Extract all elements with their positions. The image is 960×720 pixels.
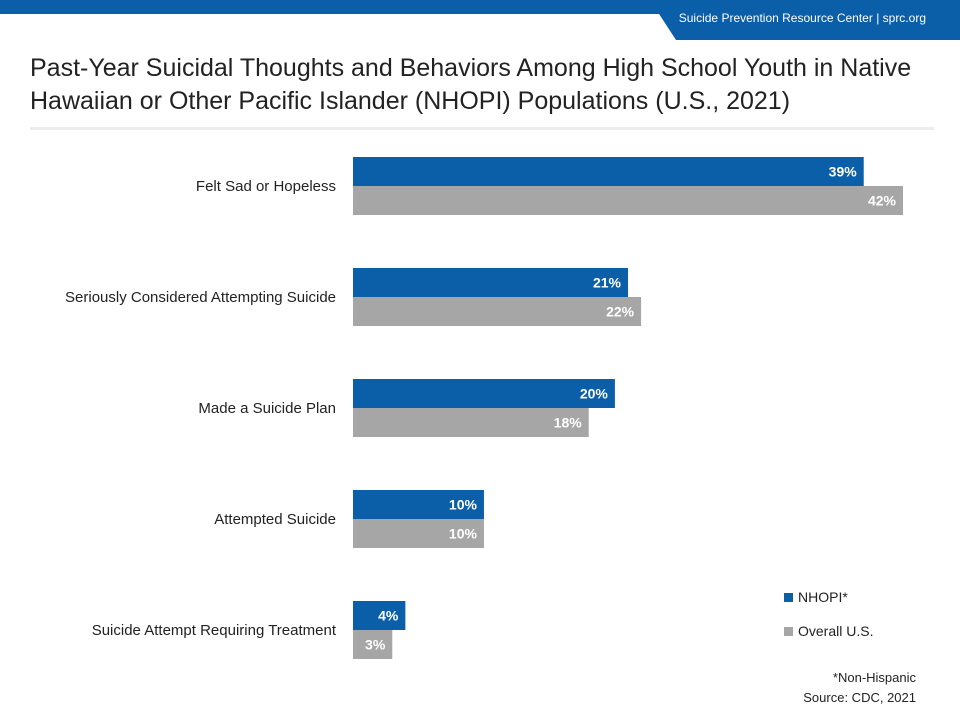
data-label: 39% <box>829 164 858 180</box>
footnote-non-hispanic: *Non-Hispanic <box>832 670 916 685</box>
bar-nhopi <box>353 601 406 630</box>
category-label: Made a Suicide Plan <box>198 400 336 417</box>
category-label: Seriously Considered Attempting Suicide <box>65 289 336 306</box>
bar-overall <box>353 186 903 215</box>
data-label: 18% <box>554 415 583 431</box>
bar-overall <box>353 297 642 326</box>
data-label: 21% <box>593 275 622 291</box>
legend-swatch-overall <box>784 626 793 636</box>
legend-item-nhopi: NHOPI* <box>784 588 873 606</box>
data-label: 22% <box>606 304 635 320</box>
chart-title: Past-Year Suicidal Thoughts and Behavior… <box>30 54 912 115</box>
data-label: 42% <box>868 193 897 209</box>
bar-overall <box>353 519 484 548</box>
data-label: 20% <box>580 386 609 402</box>
bar-nhopi <box>353 268 628 297</box>
bar-overall <box>353 630 393 659</box>
data-label: 10% <box>449 526 478 542</box>
category-label: Felt Sad or Hopeless <box>196 178 336 195</box>
category-label: Suicide Attempt Requiring Treatment <box>92 622 337 639</box>
banner: Suicide Prevention Resource Center | spr… <box>650 0 960 40</box>
data-label: 4% <box>378 608 399 624</box>
footnote-source: Source: CDC, 2021 <box>803 690 916 705</box>
bar-nhopi <box>353 157 864 186</box>
bar-overall <box>353 408 589 437</box>
legend-swatch-nhopi <box>784 592 793 602</box>
legend-item-overall: Overall U.S. <box>784 622 873 640</box>
data-label: 10% <box>449 497 478 513</box>
category-label: Attempted Suicide <box>214 511 336 528</box>
legend-label-nhopi: NHOPI* <box>798 589 848 605</box>
legend-label-overall: Overall U.S. <box>798 623 874 639</box>
title-divider <box>30 127 934 130</box>
data-label: 3% <box>365 637 386 653</box>
legend: NHOPI* Overall U.S. <box>784 588 873 656</box>
bar-nhopi <box>353 490 484 519</box>
bar-nhopi <box>353 379 615 408</box>
banner-text[interactable]: Suicide Prevention Resource Center | spr… <box>678 11 926 25</box>
footnotes: *Non-Hispanic Source: CDC, 2021 <box>803 668 916 708</box>
